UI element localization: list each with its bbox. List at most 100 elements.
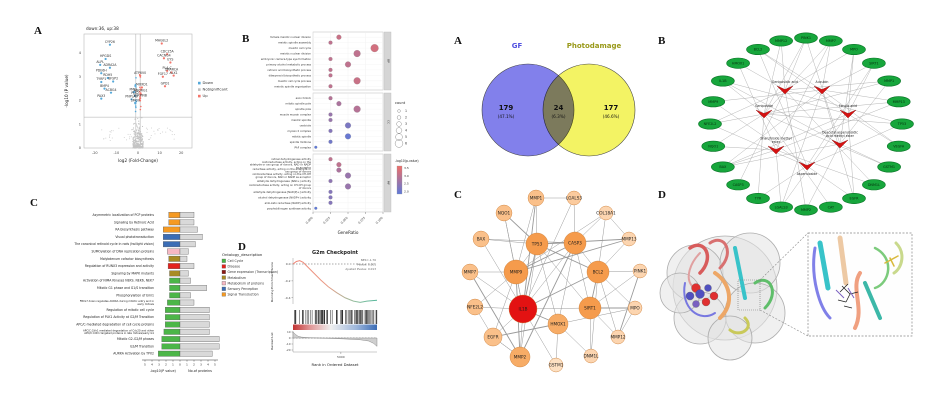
svg-text:Signaling by Retinoic Acid: Signaling by Retinoic Acid — [114, 220, 154, 224]
svg-text:SIRT1: SIRT1 — [869, 61, 879, 65]
svg-text:primary alcohol metabolic proc: primary alcohol metabolic process — [266, 62, 311, 66]
svg-text:Geniposide: Geniposide — [755, 104, 773, 108]
svg-text:mitotic spindle pole: mitotic spindle pole — [285, 102, 311, 106]
svg-text:2: 2 — [193, 363, 195, 367]
svg-text:Rank in Ordered Dataset: Rank in Ordered Dataset — [312, 362, 359, 367]
svg-text:No.of proteins: No.of proteins — [188, 369, 212, 373]
svg-text:GPD1: GPD1 — [161, 81, 170, 85]
svg-text:Molybdenum cofactor biosynthes: Molybdenum cofactor biosynthesis — [100, 257, 154, 261]
dotplot-color-legend: -log10(p-value) 3.5 3.0 2.5 2.0 — [395, 159, 419, 195]
svg-text:MOXD1: MOXD1 — [136, 83, 148, 87]
svg-text:-log10(P value): -log10(P value) — [150, 369, 176, 373]
svg-text:Down: Down — [203, 80, 214, 85]
svg-text:FGF17: FGF17 — [158, 72, 168, 76]
svg-text:0.000: 0.000 — [305, 216, 314, 225]
svg-text:MMP12: MMP12 — [775, 39, 787, 43]
svg-text:1: 1 — [405, 109, 407, 113]
svg-text:5: 5 — [214, 363, 216, 367]
compound-network-edges — [709, 37, 903, 211]
pathway-bar-chart: Asymmetric localization of PCP proteins S… — [73, 212, 279, 373]
svg-text:mitotic spindle: mitotic spindle — [292, 134, 312, 138]
svg-text:(6.3%): (6.3%) — [552, 114, 566, 119]
svg-text:3.0: 3.0 — [404, 174, 409, 178]
svg-text:Regulation of PLK1 Activity at: Regulation of PLK1 Activity at G2/M Tran… — [83, 315, 154, 319]
compound-network-target-nodes: PINK1 MMP7 MPO SIRT1 MMP1 MMP13 TP53 VEGFA GSTM1… — [698, 32, 914, 216]
svg-text:BCL2: BCL2 — [754, 48, 763, 52]
svg-text:BAX: BAX — [719, 165, 727, 169]
svg-text:MMP9: MMP9 — [708, 100, 718, 104]
dotplot-facet-BP: BP female meiotic nuclear division meiotic… — [261, 31, 392, 91]
bars-rows: Asymmetric localization of PCP proteins S… — [73, 212, 220, 357]
svg-text:meiotic nuclear division: meiotic nuclear division — [280, 52, 311, 56]
svg-text:GF: GF — [512, 42, 523, 50]
svg-text:muscle myosin complex: muscle myosin complex — [280, 113, 312, 117]
venn-circles — [481, 63, 636, 157]
gsea-title: G2m Checkpoint — [312, 250, 359, 256]
svg-text:-log10 (P value): -log10 (P value) — [64, 74, 69, 107]
binding-site-inset — [807, 232, 913, 337]
svg-text:-20: -20 — [286, 348, 291, 352]
svg-text:-10: -10 — [114, 151, 120, 155]
svg-text:PAX3: PAX3 — [97, 94, 105, 98]
inset-connector-top — [759, 232, 809, 281]
panel-label-right-d: D — [658, 189, 666, 201]
svg-text:Ferulic acid: Ferulic acid — [839, 104, 857, 108]
svg-text:MMP2: MMP2 — [514, 354, 527, 359]
dotplot-count-legend: count 1 2 3 4 5 6 — [394, 101, 407, 148]
svg-text:MMP12: MMP12 — [610, 334, 625, 339]
svg-text:CAT: CAT — [828, 205, 835, 209]
svg-text:ALPL: ALPL — [96, 60, 104, 64]
svg-text:APC/C-mediated degradation of: APC/C-mediated degradation of cell cycle… — [76, 323, 154, 327]
svg-text:Regulation of mitotic cell cyc: Regulation of mitotic cell cycle — [106, 308, 154, 312]
protein-surface — [659, 232, 786, 361]
venn-counts: 179 (47.1%) 24 (6.3%) 177 (46.6%) — [498, 104, 620, 119]
panel-label-left-c: C — [30, 197, 38, 209]
svg-text:meiotic spindle organization: meiotic spindle organization — [274, 84, 311, 88]
panel-label-left-b: B — [242, 33, 250, 45]
svg-text:MMP2: MMP2 — [801, 208, 811, 212]
svg-text:SERPINB: SERPINB — [133, 93, 147, 97]
svg-text:Deacetyl asperulosidic: Deacetyl asperulosidic — [822, 130, 858, 134]
svg-text:meiotic spindle: meiotic spindle — [291, 118, 311, 122]
svg-text:-20: -20 — [92, 151, 98, 155]
svg-text:GSTM1: GSTM1 — [549, 362, 564, 367]
bars-legend: Ontology_description Cell Cycle DiseaseGen… — [221, 252, 279, 297]
svg-text:count: count — [395, 101, 406, 105]
svg-text:aldehyde dehydrogenase (NAD+): aldehyde dehydrogenase (NAD+) activity — [257, 179, 311, 183]
svg-text:meiotic spindle assembly: meiotic spindle assembly — [278, 41, 311, 45]
svg-text:4: 4 — [79, 51, 82, 55]
volcano-ns-cloud — [101, 73, 175, 149]
svg-text:GSTM1: GSTM1 — [883, 165, 895, 169]
volcano-panel — [83, 33, 193, 149]
svg-text:1: 1 — [79, 122, 81, 126]
svg-text:LGALS3: LGALS3 — [566, 195, 582, 200]
svg-text:APC/C:Cdh1 mediated degradatio: APC/C:Cdh1 mediated degradation of Cdc20… — [83, 328, 155, 332]
svg-text:IL1B: IL1B — [719, 79, 727, 83]
svg-text:G2/M Transition: G2/M Transition — [130, 344, 154, 348]
svg-text:NoSignificant: NoSignificant — [203, 87, 229, 92]
binding-site-box — [737, 279, 761, 311]
gsea-x-axis: 5000 Rank in Ordered Dataset — [293, 351, 377, 367]
svg-text:BP: BP — [387, 59, 391, 63]
svg-text:oxidoreductase activity, actin: oxidoreductase activity, acting on the — [262, 160, 311, 164]
svg-text:HMOX1: HMOX1 — [550, 321, 566, 326]
svg-text:20: 20 — [179, 151, 183, 155]
svg-text:The canonical retinoid cycle i: The canonical retinoid cycle in rods (tw… — [73, 242, 154, 246]
protein-structure-panel — [659, 232, 913, 361]
svg-text:Sensory Perception: Sensory Perception — [228, 287, 259, 291]
protein-ribbons — [683, 239, 774, 335]
svg-text:(47.1%): (47.1%) — [498, 114, 515, 119]
svg-text:177: 177 — [604, 104, 619, 112]
svg-text:1: 1 — [186, 363, 188, 367]
svg-text:MPO: MPO — [630, 305, 640, 310]
svg-text:alcohol dehydrogenase (NADP+): alcohol dehydrogenase (NADP+) activity — [258, 195, 311, 199]
inset-stick-colored — [835, 287, 855, 299]
svg-text:PNPLA3: PNPLA3 — [125, 95, 137, 99]
svg-text:0.025: 0.025 — [322, 216, 331, 225]
svg-text:centriole: centriole — [300, 123, 312, 127]
venn-diagram: GF Photodamage 179 (47.1%) 24 (6.3%) 177 (46.6%… — [481, 42, 636, 157]
svg-text:MMP1: MMP1 — [530, 195, 543, 200]
bars-axis: 5 4 3 2 1 0 1 2 3 4 5 -log10(P value) No.of proteins — [142, 359, 218, 373]
svg-text:Gene expression (Transcription: Gene expression (Transcription) — [228, 270, 279, 274]
